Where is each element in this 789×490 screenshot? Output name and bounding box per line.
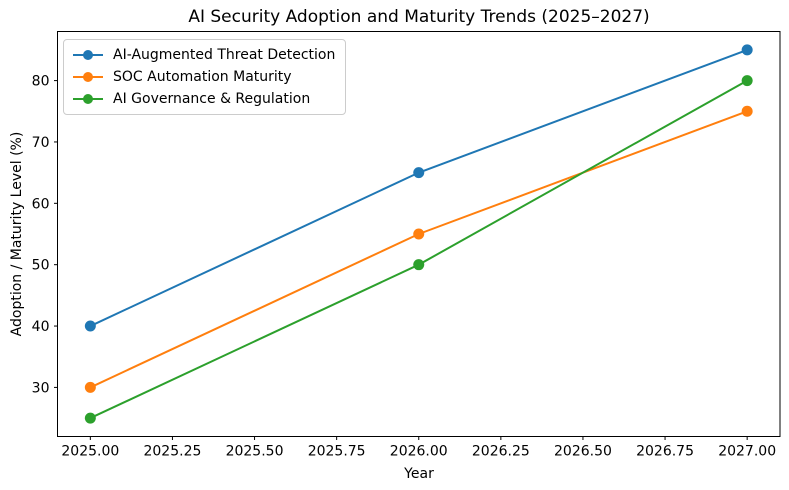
y-tick-label: 70 (32, 135, 50, 151)
x-tick-label: 2025.25 (143, 444, 201, 460)
x-tick-label: 2026.75 (636, 444, 694, 460)
chart-title: AI Security Adoption and Maturity Trends… (188, 7, 650, 27)
y-tick-label: 40 (32, 319, 50, 335)
data-point-ai-augmented-threat-detection (413, 167, 425, 179)
data-point-soc-automation-maturity (413, 228, 425, 240)
x-tick-label: 2027.00 (718, 444, 776, 460)
legend-item-ai-augmented-threat-detection: AI-Augmented Threat Detection (73, 44, 335, 66)
y-tick-label: 30 (32, 380, 50, 396)
legend-label: SOC Automation Maturity (113, 69, 292, 85)
series-line-ai-governance-regulation (89, 79, 749, 420)
x-tick-label: 2025.75 (308, 444, 366, 460)
legend-marker-icon (73, 50, 103, 60)
legend-item-soc-automation-maturity: SOC Automation Maturity (73, 66, 335, 88)
legend: AI-Augmented Threat Detection SOC Automat… (63, 39, 347, 115)
legend-label: AI Governance & Regulation (113, 91, 311, 107)
data-point-ai-governance-regulation (413, 259, 425, 271)
data-point-ai-governance-regulation (84, 412, 96, 424)
data-point-soc-automation-maturity (741, 105, 753, 117)
y-tick-label: 50 (32, 258, 50, 274)
data-point-ai-governance-regulation (741, 75, 753, 87)
x-tick-label: 2026.00 (390, 444, 448, 460)
y-tick-label: 60 (32, 196, 50, 212)
x-tick-label: 2026.25 (472, 444, 530, 460)
legend-item-ai-governance-regulation: AI Governance & Regulation (73, 88, 335, 110)
y-tick-label: 80 (32, 74, 50, 90)
series-line-soc-automation-maturity (89, 110, 749, 389)
data-point-ai-augmented-threat-detection (84, 320, 96, 332)
x-tick-label: 2025.00 (61, 444, 119, 460)
x-tick-label: 2025.50 (226, 444, 284, 460)
data-point-soc-automation-maturity (84, 381, 96, 393)
legend-marker-icon (73, 94, 103, 104)
data-point-ai-augmented-threat-detection (741, 44, 753, 56)
legend-label: AI-Augmented Threat Detection (113, 47, 336, 63)
legend-marker-icon (73, 72, 103, 82)
y-axis-label: Adoption / Maturity Level (%) (9, 131, 25, 337)
x-axis-label: Year (404, 466, 434, 482)
x-tick-label: 2026.50 (554, 444, 612, 460)
